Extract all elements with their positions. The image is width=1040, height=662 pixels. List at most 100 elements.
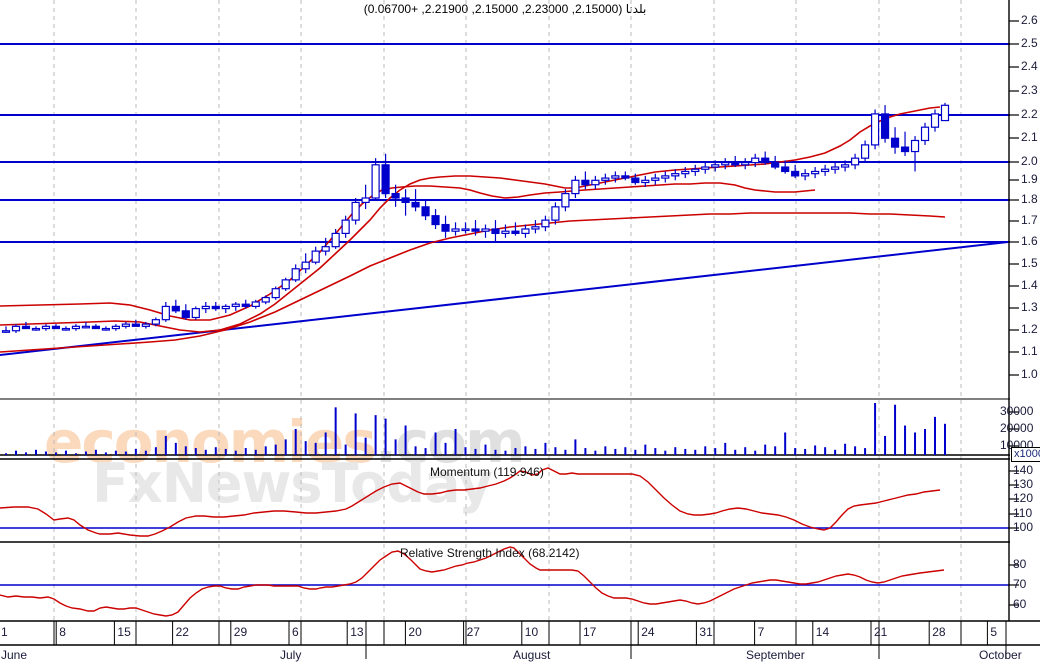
candle-body <box>491 228 500 235</box>
candle-body <box>711 164 720 168</box>
candle-body <box>21 325 31 330</box>
candle-body <box>371 164 380 199</box>
date-axis-day-label: 24 <box>641 625 655 639</box>
candle-body <box>181 310 190 319</box>
candle-body <box>751 157 760 164</box>
date-axis-day-label: 15 <box>117 625 131 639</box>
candle-body <box>651 177 660 181</box>
candle-body <box>191 308 200 319</box>
watermark-economies: economies.com <box>44 408 526 476</box>
candle-body <box>111 325 120 330</box>
candle-body <box>331 232 340 248</box>
watermark-economies-text: economies <box>44 408 377 476</box>
candle-body <box>351 201 360 221</box>
candle-body <box>91 325 101 330</box>
date-axis-day-label: 1 <box>1 625 8 639</box>
watermark-fxnewstoday: FxNewsToday <box>92 452 493 515</box>
candle-body <box>261 296 270 303</box>
candle-body <box>341 219 350 234</box>
candle-body <box>551 206 560 221</box>
candle-body <box>291 268 300 281</box>
price-level-lines <box>0 43 1010 243</box>
date-axis-month-label: September <box>746 648 805 662</box>
candle-body <box>870 113 880 146</box>
candle-body <box>771 162 780 168</box>
price-axis-label: 1.3 <box>1021 300 1038 314</box>
rsi-axis-label: 70 <box>1013 577 1027 591</box>
candle-body <box>161 305 170 321</box>
candle-body <box>81 325 91 329</box>
candle-body <box>141 323 150 327</box>
candle-body <box>571 179 580 195</box>
candle-body <box>741 162 750 166</box>
rsi-axis-label: 60 <box>1013 597 1027 611</box>
date-axis-month-label: October <box>979 648 1022 662</box>
candle-body <box>61 327 71 331</box>
uptrend-line <box>0 241 1009 356</box>
candle-body <box>71 325 81 330</box>
candle-body <box>231 303 240 308</box>
candle-body <box>900 146 910 153</box>
date-axis-day-label: 31 <box>699 625 713 639</box>
candle-body <box>940 104 950 122</box>
candle-body <box>151 319 160 325</box>
price-axis-label: 2.6 <box>1021 13 1038 27</box>
candle-body <box>731 162 740 166</box>
candle-body <box>41 325 51 330</box>
candle-body <box>631 177 640 184</box>
candle-body <box>761 157 770 164</box>
candle-body <box>521 228 530 235</box>
date-axis-day-label: 10 <box>524 625 539 639</box>
momentum-axis-label: 140 <box>1013 463 1034 477</box>
price-axis-label: 1.4 <box>1021 278 1038 292</box>
rsi-axis-label: 80 <box>1013 557 1027 571</box>
candle-body <box>441 223 450 232</box>
candle-body <box>821 168 830 173</box>
price-axis-ticks <box>1009 20 1019 606</box>
price-axis-label: 1.5 <box>1021 256 1038 270</box>
momentum-axis-label: 130 <box>1013 477 1034 491</box>
candle-body <box>701 166 710 170</box>
candle-body <box>641 179 650 184</box>
candle-body <box>311 250 320 263</box>
price-axis-label: 1.6 <box>1021 234 1038 248</box>
candle-body <box>831 166 840 170</box>
date-axis-day-label: 20 <box>408 625 422 639</box>
date-axis-day-label: 7 <box>757 625 765 639</box>
candle-body <box>221 305 230 310</box>
candle-body <box>930 113 940 128</box>
price-axis-label: 1.1 <box>1021 344 1038 358</box>
candle-body <box>511 230 520 235</box>
date-axis-month-label: July <box>280 648 302 662</box>
candle-body <box>301 261 310 270</box>
candle-body <box>890 137 900 148</box>
candle-body <box>811 170 820 175</box>
candle-body <box>391 192 400 199</box>
candle-body <box>451 228 460 232</box>
price-axis-label: 2.2 <box>1021 107 1038 121</box>
date-axis-day-label: 14 <box>815 625 830 639</box>
date-axis-month-label: June <box>1 648 28 662</box>
candle-body <box>171 305 180 312</box>
candle-body <box>791 170 800 177</box>
momentum-axis-label: 120 <box>1013 491 1034 505</box>
candle-body <box>531 226 540 230</box>
candle-body <box>661 175 670 179</box>
price-axis-label: 1.0 <box>1021 367 1038 381</box>
candle-body <box>271 288 280 299</box>
candle-body <box>561 192 570 208</box>
candle-body <box>801 173 810 177</box>
momentum-axis-label: 100 <box>1013 520 1034 534</box>
candle-body <box>581 179 590 186</box>
rsi-panel-title: Relative Strength Index (68.2142) <box>400 546 580 560</box>
price-axis-label: 1.9 <box>1021 172 1038 186</box>
lower-band-line <box>0 212 946 353</box>
date-axis-day-label: 21 <box>874 625 888 639</box>
candle-body <box>321 246 330 252</box>
candle-body <box>241 303 250 308</box>
candle-body <box>781 166 790 173</box>
volume-bars <box>5 403 946 455</box>
candle-body <box>481 228 490 232</box>
candle-body <box>880 113 890 139</box>
